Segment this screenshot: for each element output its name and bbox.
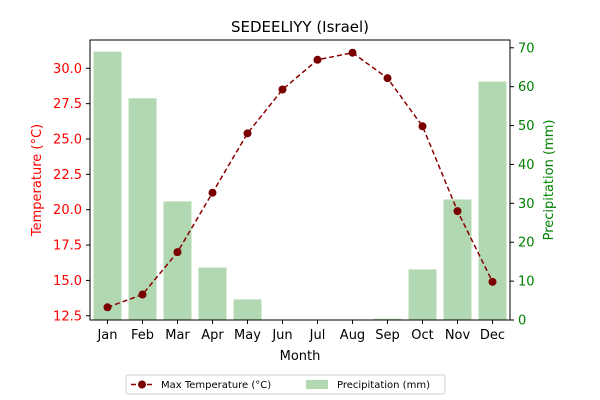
temperature-point	[243, 129, 252, 138]
x-tick-label: May	[234, 328, 261, 343]
precip-bar	[163, 201, 192, 320]
y-axis-left: 12.5 15.0 17.5 20.0 22.5 25.0 27.5 30.0	[53, 62, 90, 324]
y-left-tick-label: 17.5	[53, 239, 82, 254]
y-right-tick-label: 60	[518, 80, 535, 95]
y-left-tick-label: 22.5	[53, 168, 82, 183]
legend-bar-label: Precipitation (mm)	[337, 380, 430, 391]
temperature-point	[103, 303, 112, 312]
precip-bar	[128, 98, 157, 320]
legend: Max Temperature (°C) Precipitation (mm)	[125, 374, 446, 395]
temperature-point	[348, 48, 357, 57]
x-tick-label: Sep	[375, 328, 400, 343]
y-left-tick-label: 30.0	[53, 62, 82, 77]
y-left-tick-label: 15.0	[53, 274, 82, 289]
y-left-tick-label: 20.0	[53, 203, 82, 218]
y-right-tick-label: 30	[518, 197, 535, 212]
y-left-tick-label: 25.0	[53, 132, 82, 147]
y-left-tick-label: 27.5	[53, 97, 82, 112]
y-left-tick-label: 12.5	[53, 309, 82, 324]
temperature-point	[418, 122, 427, 131]
plot-frame	[89, 39, 511, 321]
x-axis: Jan Feb Mar Apr May Jun Jul Aug Sep Oct Nov Dec	[96, 320, 505, 343]
temperature-point	[488, 277, 497, 286]
x-tick-label: Dec	[480, 328, 505, 343]
x-tick-label: Jan	[96, 328, 117, 343]
x-tick-label: Apr	[201, 328, 224, 343]
precip-bar	[373, 318, 402, 320]
precip-bar	[233, 299, 262, 320]
temperature-point	[278, 85, 287, 94]
x-tick-label: Feb	[131, 328, 154, 343]
legend-bar-swatch	[306, 380, 328, 389]
x-tick-label: Nov	[445, 328, 471, 343]
y-right-tick-label: 20	[518, 236, 535, 251]
x-tick-label: Mar	[165, 328, 190, 343]
x-tick-label: Jun	[271, 328, 292, 343]
legend-line-marker	[138, 380, 146, 389]
x-tick-label: Jul	[309, 328, 326, 343]
y-right-tick-label: 70	[518, 41, 535, 56]
precip-bar	[443, 199, 472, 320]
legend-box	[125, 374, 446, 395]
temperature-point	[173, 248, 182, 257]
x-tick-label: Aug	[340, 328, 365, 343]
line-layer	[103, 48, 497, 312]
y-right-tick-label: 50	[518, 119, 535, 134]
x-axis-title: Month	[280, 349, 321, 364]
y-right-tick-label: 40	[518, 158, 535, 173]
temperature-point	[208, 188, 217, 197]
temperature-point	[138, 290, 147, 299]
y-axis-left-title: Temperature (°C)	[30, 124, 45, 237]
legend-line-label: Max Temperature (°C)	[161, 380, 271, 391]
temperature-point	[453, 207, 462, 216]
y-right-tick-label: 0	[518, 314, 526, 329]
temperature-line	[107, 51, 494, 308]
temperature-point	[313, 55, 322, 64]
temperature-point	[383, 74, 392, 83]
y-axis-right-title: Precipitation (mm)	[542, 120, 557, 241]
y-axis-right: 0 10 20 30 40 50 60 70	[510, 41, 535, 329]
precip-bar	[198, 267, 227, 320]
precip-bar	[408, 269, 437, 320]
precip-bar	[93, 51, 122, 321]
chart-title: SEDEELIYY (Israel)	[231, 18, 369, 36]
y-right-tick-label: 10	[518, 275, 535, 290]
x-tick-label: Oct	[411, 328, 433, 343]
